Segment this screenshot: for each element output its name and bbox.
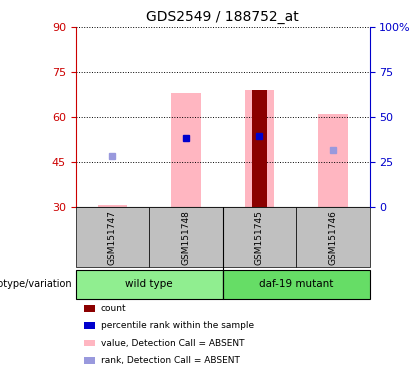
Bar: [84, 340, 94, 346]
Bar: [244, 90, 274, 207]
Bar: [84, 322, 94, 329]
Text: count: count: [101, 304, 126, 313]
Text: GSM151745: GSM151745: [255, 210, 264, 265]
Text: GSM151748: GSM151748: [181, 210, 190, 265]
Bar: [97, 205, 127, 207]
FancyBboxPatch shape: [149, 207, 223, 267]
Text: percentile rank within the sample: percentile rank within the sample: [101, 321, 254, 330]
FancyBboxPatch shape: [76, 270, 223, 299]
Text: GSM151747: GSM151747: [108, 210, 117, 265]
Bar: [171, 93, 201, 207]
Bar: [252, 90, 267, 207]
Bar: [84, 357, 94, 364]
Text: daf-19 mutant: daf-19 mutant: [259, 280, 333, 290]
Text: rank, Detection Call = ABSENT: rank, Detection Call = ABSENT: [101, 356, 239, 365]
Text: value, Detection Call = ABSENT: value, Detection Call = ABSENT: [101, 339, 244, 348]
Bar: [318, 114, 348, 207]
Bar: [84, 305, 94, 312]
Title: GDS2549 / 188752_at: GDS2549 / 188752_at: [146, 10, 299, 25]
FancyBboxPatch shape: [223, 207, 296, 267]
Text: wild type: wild type: [125, 280, 173, 290]
Text: GSM151746: GSM151746: [328, 210, 337, 265]
FancyBboxPatch shape: [223, 270, 370, 299]
FancyBboxPatch shape: [76, 207, 149, 267]
FancyBboxPatch shape: [296, 207, 370, 267]
Text: genotype/variation: genotype/variation: [0, 280, 72, 290]
